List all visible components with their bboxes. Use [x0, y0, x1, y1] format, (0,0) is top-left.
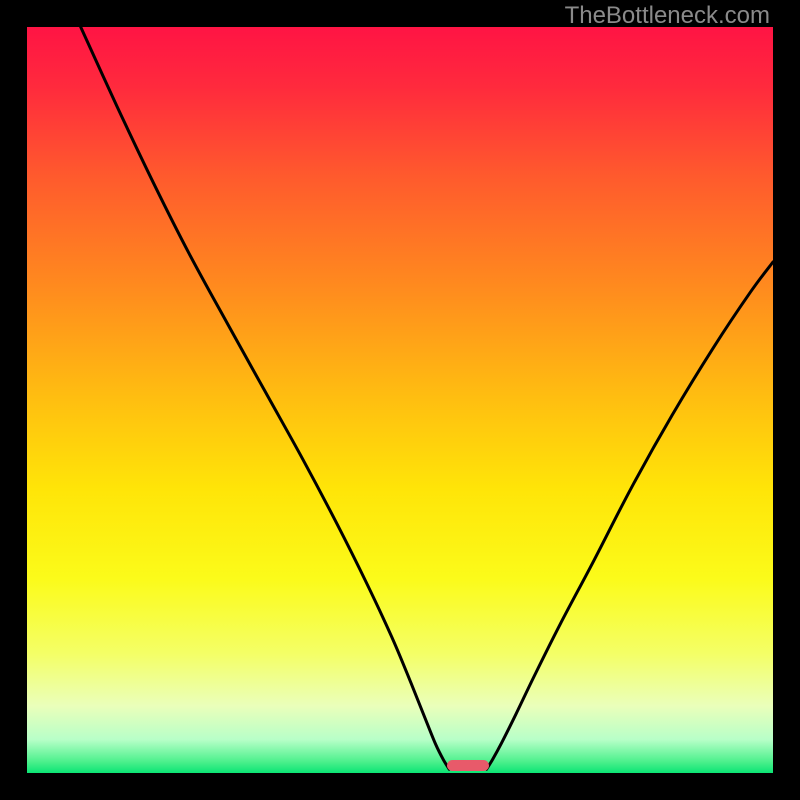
curve-right-branch [487, 262, 773, 769]
outer-frame: TheBottleneck.com [0, 0, 800, 800]
watermark-text: TheBottleneck.com [565, 2, 770, 30]
optimum-marker [447, 760, 490, 771]
curve-left-branch [81, 27, 450, 769]
bottleneck-curve [27, 27, 773, 773]
plot-area [27, 27, 773, 773]
